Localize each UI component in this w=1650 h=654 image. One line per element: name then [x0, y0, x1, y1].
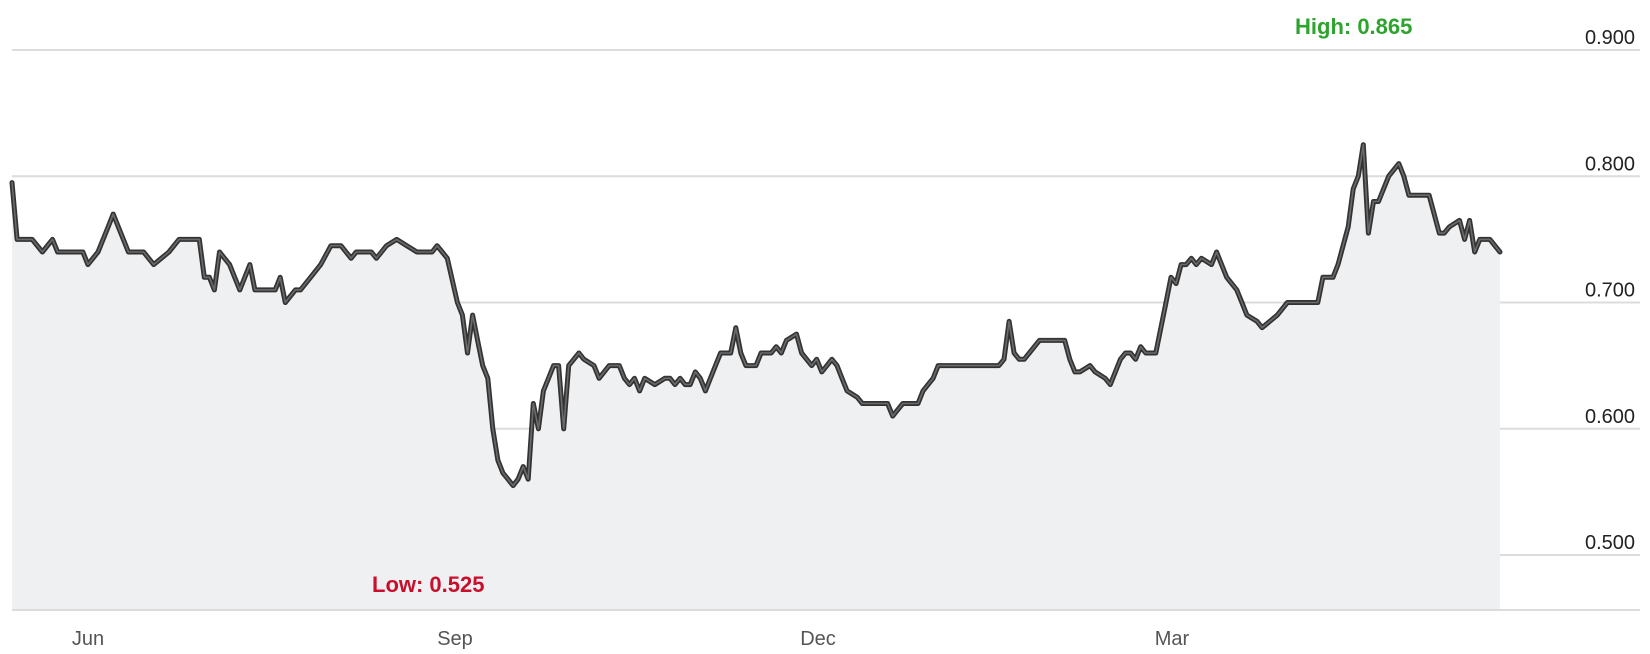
price-line — [11, 143, 1501, 487]
x-tick-label: Dec — [800, 628, 836, 650]
y-tick-label: 0.900 — [1585, 27, 1635, 49]
y-tick-label: 0.600 — [1585, 406, 1635, 428]
annotations: High: 0.865 Low: 0.525 — [372, 14, 1412, 597]
x-axis-ticks: Jun Sep Dec Mar — [72, 628, 1190, 650]
y-tick-label: 0.700 — [1585, 280, 1635, 302]
price-area-fill — [12, 144, 1500, 610]
x-tick-label: Jun — [72, 628, 104, 650]
high-annotation: High: 0.865 — [1295, 14, 1412, 39]
x-tick-label: Mar — [1155, 628, 1190, 650]
x-tick-label: Sep — [437, 628, 473, 650]
price-line-layer — [9, 142, 1503, 489]
y-tick-label: 0.500 — [1585, 532, 1635, 554]
y-axis-ticks: 0.900 0.800 0.700 0.600 0.500 — [1585, 27, 1635, 554]
low-annotation: Low: 0.525 — [372, 572, 484, 597]
y-tick-label: 0.800 — [1585, 153, 1635, 175]
